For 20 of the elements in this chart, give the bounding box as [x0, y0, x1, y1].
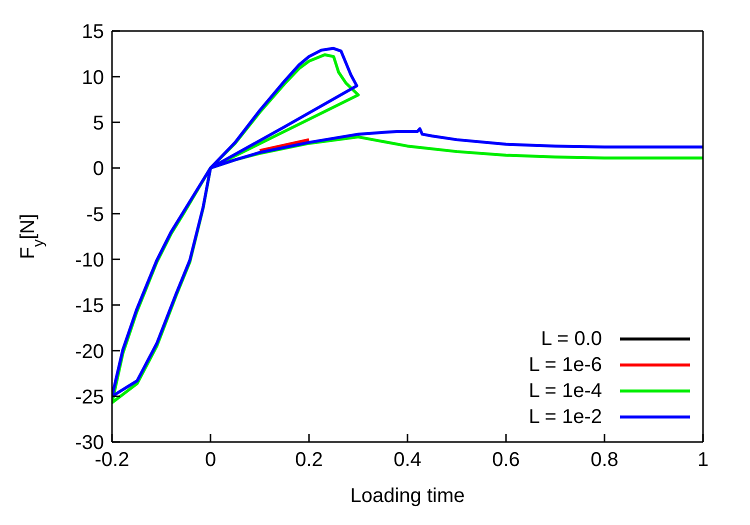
y-tick-label: -15: [75, 295, 104, 318]
x-axis-title: Loading time: [350, 485, 465, 507]
x-tick-label: 0: [204, 449, 216, 472]
y-tick-label: 0: [92, 158, 104, 180]
legend-label: L = 1e-6: [528, 353, 602, 378]
x-tick-label: 0.6: [492, 449, 520, 472]
x-tick-label: 1: [697, 449, 709, 472]
y-tick-label: -5: [86, 204, 104, 226]
y-tick-label: 10: [82, 66, 104, 89]
x-tick-label: 0.8: [590, 449, 618, 472]
y-tick-label: -25: [75, 386, 104, 408]
y-tick-label: -20: [75, 340, 104, 363]
x-tick-label: 0.4: [394, 449, 422, 472]
legend-label: L = 0.0: [541, 327, 602, 352]
y-tick-label: 15: [82, 21, 104, 44]
y-tick-label: 5: [92, 112, 104, 134]
y-tick-label: -10: [75, 249, 104, 272]
legend-label: L = 1e-2: [528, 405, 602, 430]
x-tick-label: 0.2: [295, 449, 323, 472]
legend-label: L = 1e-4: [528, 379, 602, 404]
